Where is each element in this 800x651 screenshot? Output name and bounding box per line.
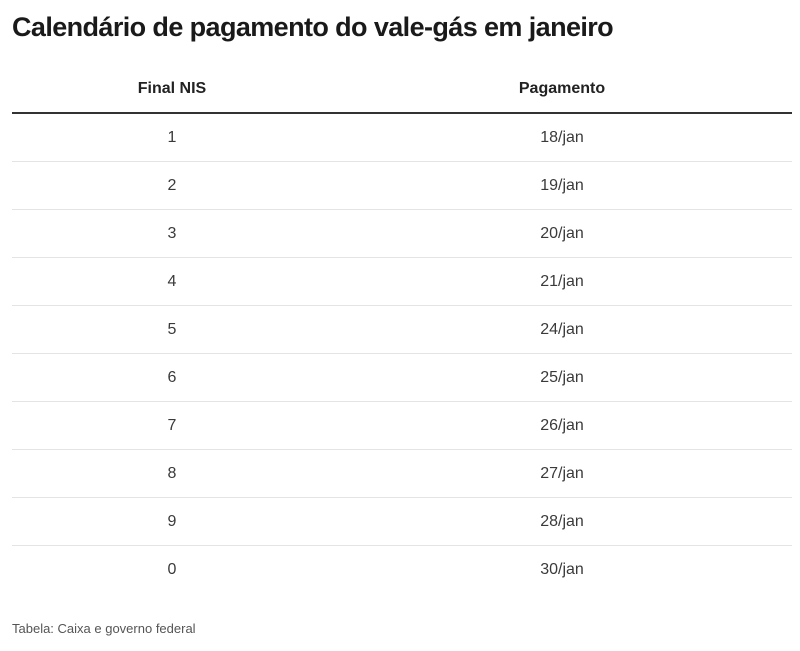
payment-calendar-table: Final NIS Pagamento 1 18/jan 2 19/jan 3 … bbox=[12, 66, 792, 594]
final-nis-cell: 9 bbox=[167, 512, 177, 530]
final-nis-cell: 3 bbox=[167, 224, 177, 242]
table-row: 5 24/jan bbox=[12, 306, 792, 354]
table-row: 7 26/jan bbox=[12, 402, 792, 450]
final-nis-cell: 8 bbox=[167, 464, 177, 482]
final-nis-cell: 7 bbox=[167, 416, 177, 434]
source-note: Tabela: Caixa e governo federal bbox=[12, 621, 196, 636]
table-row: 3 20/jan bbox=[12, 210, 792, 258]
final-nis-cell: 2 bbox=[167, 176, 177, 194]
pagamento-cell: 20/jan bbox=[540, 224, 584, 242]
table-body: 1 18/jan 2 19/jan 3 20/jan 4 21/jan 5 24… bbox=[12, 114, 792, 594]
final-nis-cell: 4 bbox=[167, 272, 177, 290]
table-row: 1 18/jan bbox=[12, 114, 792, 162]
pagamento-cell: 26/jan bbox=[540, 416, 584, 434]
table-row: 0 30/jan bbox=[12, 546, 792, 594]
table-row: 8 27/jan bbox=[12, 450, 792, 498]
final-nis-cell: 1 bbox=[167, 128, 177, 146]
pagamento-cell: 24/jan bbox=[540, 320, 584, 338]
column-header-final-nis: Final NIS bbox=[137, 80, 207, 97]
table-header-row: Final NIS Pagamento bbox=[12, 66, 792, 114]
table-row: 6 25/jan bbox=[12, 354, 792, 402]
pagamento-cell: 27/jan bbox=[540, 464, 584, 482]
page-title: Calendário de pagamento do vale-gás em j… bbox=[12, 12, 614, 42]
pagamento-cell: 21/jan bbox=[540, 272, 584, 290]
final-nis-cell: 6 bbox=[167, 368, 177, 386]
pagamento-cell: 30/jan bbox=[540, 561, 584, 578]
table-row: 9 28/jan bbox=[12, 498, 792, 546]
table-row: 2 19/jan bbox=[12, 162, 792, 210]
table-row: 4 21/jan bbox=[12, 258, 792, 306]
final-nis-cell: 5 bbox=[167, 320, 177, 338]
pagamento-cell: 18/jan bbox=[540, 128, 584, 146]
pagamento-cell: 19/jan bbox=[540, 176, 584, 194]
column-header-pagamento: Pagamento bbox=[518, 80, 606, 97]
pagamento-cell: 28/jan bbox=[540, 512, 584, 530]
final-nis-cell: 0 bbox=[167, 561, 177, 578]
pagamento-cell: 25/jan bbox=[540, 368, 584, 386]
